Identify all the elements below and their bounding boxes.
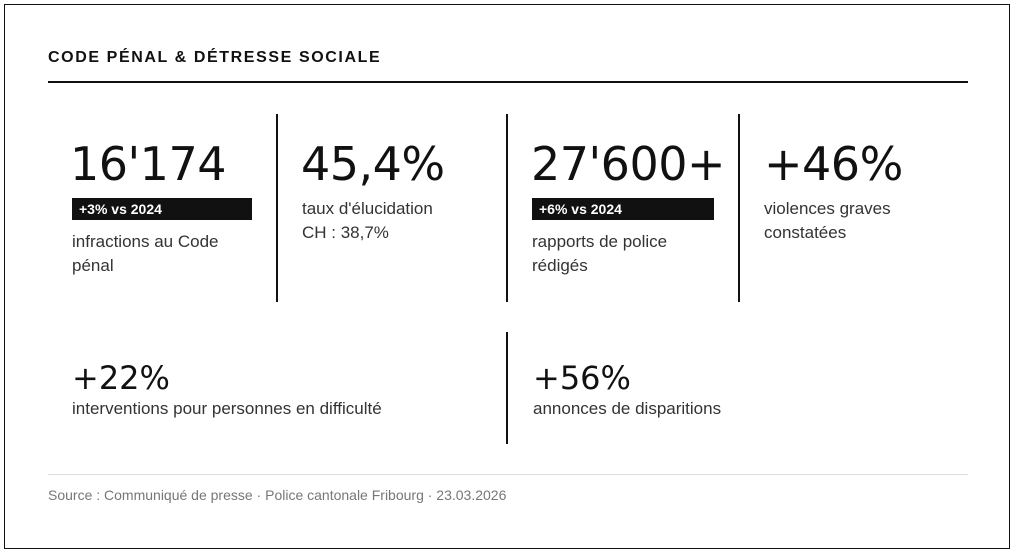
footer-divider [48, 474, 968, 475]
page-title: CODE PÉNAL & DÉTRESSE SOCIALE [48, 49, 382, 66]
stat-disparitions-label: annonces de disparitions [533, 399, 722, 418]
divider-vertical-4 [506, 332, 508, 444]
stat-violences-label: violences graves constatées [764, 199, 891, 242]
title-divider [48, 81, 968, 83]
stat-interventions-value: +22% [72, 359, 170, 397]
stat-infractions-value: 16'174 [70, 137, 226, 191]
stat-infractions-badge: +3% vs 2024 [72, 198, 252, 220]
divider-vertical-3 [738, 114, 740, 302]
stat-interventions-label: interventions pour personnes en difficul… [72, 399, 382, 418]
card-frame [4, 4, 1010, 549]
source-note: Source : Communiqué de presse · Police c… [48, 487, 507, 503]
stat-rapports-label: rapports de police rédigés [532, 232, 668, 275]
stat-rapports-value: 27'600+ [531, 137, 726, 191]
stat-rapports-badge: +6% vs 2024 [532, 198, 714, 220]
stat-elucidation-value: 45,4% [301, 137, 445, 191]
stat-disparitions-value: +56% [533, 359, 631, 397]
stat-elucidation-label: taux d'élucidation CH : 38,7% [302, 199, 433, 242]
divider-vertical-1 [276, 114, 278, 302]
divider-vertical-2 [506, 114, 508, 302]
stat-violences-value: +46% [764, 137, 903, 191]
stat-infractions-label: infractions au Code pénal [72, 232, 219, 275]
